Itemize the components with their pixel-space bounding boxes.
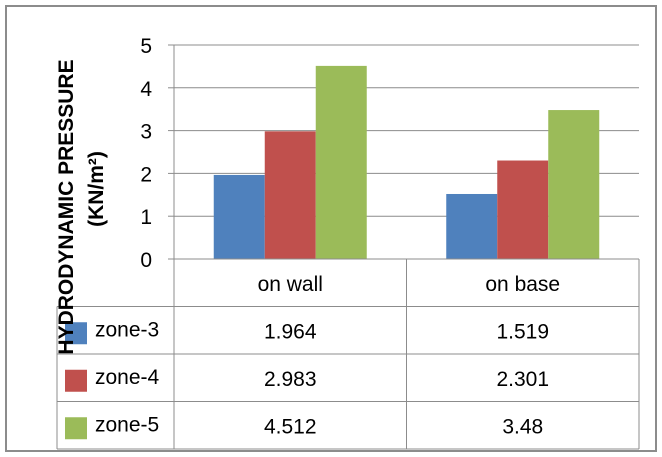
legend-swatch-zone-3 bbox=[65, 322, 87, 345]
bar-zone-3-on-wall bbox=[213, 174, 265, 259]
bar-zone-4-on-wall bbox=[264, 131, 316, 259]
legend-label-zone-3: zone-3 bbox=[95, 318, 159, 341]
bars bbox=[213, 65, 600, 259]
y-tick-labels: 0 1 2 3 4 5 bbox=[140, 35, 152, 272]
legend-swatch-zone-5 bbox=[65, 417, 87, 440]
data-label: 1.964 bbox=[264, 320, 317, 343]
bar-zone-4-on-base bbox=[497, 160, 549, 259]
y-tick-label: 4 bbox=[140, 78, 152, 101]
y-axis-label: HYDRODYNAMIC PRESSURE bbox=[55, 59, 78, 354]
data-label: 2.983 bbox=[264, 368, 317, 391]
data-table: on wall on base zone-3 1.964 1.519 zone-4 2.98… bbox=[56, 258, 640, 450]
y-tick-label: 0 bbox=[140, 249, 152, 272]
chart-frame: 0 1 2 3 4 5 on wall on base zone-3 1.964 1.519 zon… bbox=[5, 5, 657, 452]
data-label: 3.48 bbox=[502, 415, 543, 438]
data-label: 4.512 bbox=[264, 415, 317, 438]
y-tick-label: 1 bbox=[140, 206, 152, 229]
x-category-label: on base bbox=[485, 273, 560, 296]
legend-label-zone-5: zone-5 bbox=[95, 413, 159, 436]
y-tick-label: 3 bbox=[140, 121, 152, 144]
data-label: 1.519 bbox=[496, 320, 549, 343]
legend-label-zone-4: zone-4 bbox=[95, 366, 160, 389]
bar-zone-3-on-base bbox=[446, 193, 498, 259]
legend-swatch-zone-4 bbox=[65, 369, 87, 392]
data-label: 2.301 bbox=[496, 368, 549, 391]
y-tick-label: 5 bbox=[140, 35, 152, 58]
bar-zone-5-on-base bbox=[548, 110, 600, 259]
y-tick-label: 2 bbox=[140, 163, 152, 186]
bar-chart: 0 1 2 3 4 5 on wall on base zone-3 1.964 1.519 zon… bbox=[55, 35, 640, 450]
y-axis-unit: (KN/m²) bbox=[85, 151, 108, 227]
x-category-label: on wall bbox=[258, 273, 323, 296]
bar-zone-5-on-wall bbox=[315, 65, 367, 259]
